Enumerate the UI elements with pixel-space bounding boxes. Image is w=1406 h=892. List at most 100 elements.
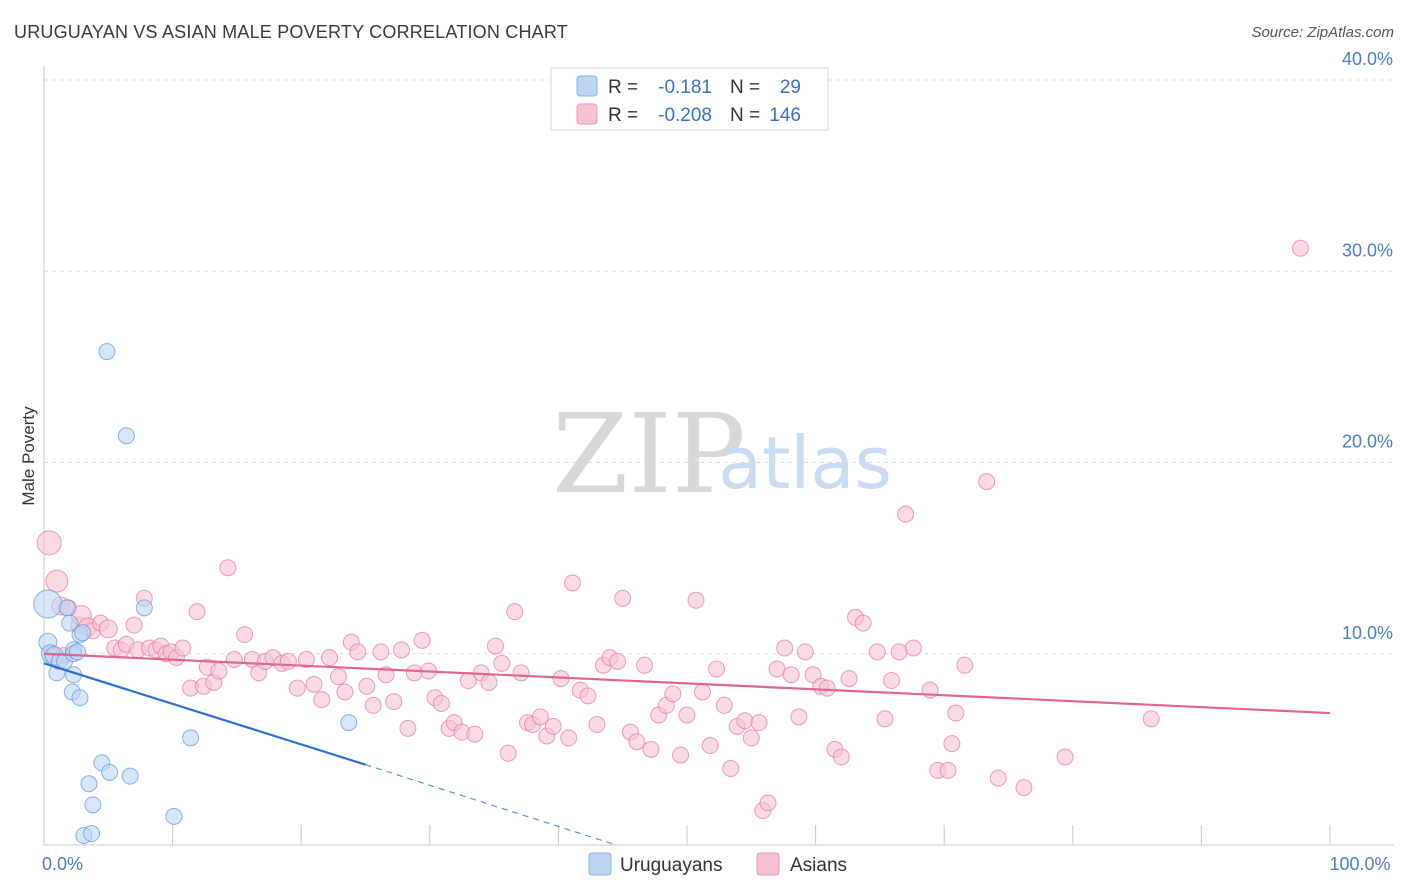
asians-point-116 [832, 748, 850, 766]
asians-point-95 [687, 591, 705, 609]
asians-point-114 [818, 679, 836, 697]
asians-point-85 [614, 589, 632, 607]
legend-n-value-2: 146 [769, 105, 801, 126]
uruguayans-point-0 [33, 589, 63, 619]
asians-point-68 [499, 744, 517, 762]
legend-n-label-2: N = [730, 105, 760, 126]
source-label: Source: ZipAtlas.com [1251, 24, 1394, 41]
asians-point-124 [897, 505, 915, 523]
asians-point-119 [854, 614, 872, 632]
asians-point-39 [297, 650, 315, 668]
asians-point-120 [868, 643, 886, 661]
asians-point-67 [493, 654, 511, 672]
asians-point-0 [36, 530, 62, 556]
asians-point-87 [628, 733, 646, 751]
asians-point-65 [480, 673, 498, 691]
asians-point-94 [678, 706, 696, 724]
bottom-legend-swatch-uruguayans [588, 852, 612, 876]
asians-point-9 [98, 619, 118, 639]
x-tick-label-0: 0.0% [42, 854, 83, 874]
uruguayans-point-22 [101, 763, 119, 781]
uruguayans-trend-line [43, 662, 366, 766]
asians-point-92 [664, 685, 682, 703]
asians-point-37 [279, 652, 297, 670]
uruguayans-point-13 [68, 643, 86, 661]
asians-trend-line [43, 652, 1331, 715]
asians-point-30 [225, 650, 243, 668]
bottom-legend-uruguayans: Uruguayans [620, 855, 722, 876]
x-tick-label-1: 100.0% [1329, 854, 1390, 874]
uruguayans-point-18 [83, 825, 101, 843]
legend-r-label-1: R = [608, 77, 638, 98]
asians-point-49 [372, 643, 390, 661]
asians-point-54 [405, 664, 423, 682]
asians-point-1 [45, 569, 69, 593]
asians-point-80 [579, 687, 597, 705]
asians-point-40 [305, 675, 323, 693]
asians-point-52 [393, 641, 411, 659]
legend-r-label-2: R = [608, 105, 638, 126]
asians-point-125 [904, 639, 922, 657]
asians-point-129 [943, 735, 961, 753]
asians-point-84 [609, 652, 627, 670]
asians-point-104 [750, 714, 768, 732]
asians-point-122 [882, 672, 900, 690]
y-tick-label-0: 10.0% [1342, 623, 1393, 643]
trend-lines [43, 652, 1331, 846]
uruguayans-point-8 [61, 614, 79, 632]
uruguayans-point-26 [135, 599, 153, 617]
asians-point-98 [708, 660, 726, 678]
uruguayans-trend-extension [365, 764, 617, 846]
asians-point-29 [219, 559, 237, 577]
asians-point-13 [125, 616, 143, 634]
asians-point-43 [329, 668, 347, 686]
legend-n-label-1: N = [730, 77, 760, 98]
asians-point-31 [236, 626, 254, 644]
asians-point-103 [742, 729, 760, 747]
legend-r-value-2: -0.208 [658, 105, 712, 126]
asians-point-102 [736, 712, 754, 730]
asians-point-110 [790, 708, 808, 726]
y-tick-label-1: 20.0% [1342, 432, 1393, 452]
asians-point-128 [939, 761, 957, 779]
asians-point-42 [320, 649, 338, 667]
asians-point-51 [385, 693, 403, 711]
asians-point-93 [672, 746, 690, 764]
uruguayans-point-27 [165, 807, 183, 825]
asians-point-70 [512, 664, 530, 682]
legend-r-value-1: -0.181 [658, 77, 712, 98]
asians-point-81 [588, 716, 606, 734]
asians-point-131 [956, 656, 974, 674]
stats-legend: R = -0.181 N = 29 R = -0.208 N = 146 [550, 67, 829, 131]
uruguayans-point-29 [340, 714, 358, 732]
asians-point-53 [399, 719, 417, 737]
asians-point-44 [336, 683, 354, 701]
asians-point-22 [174, 639, 192, 657]
asians-point-88 [636, 656, 654, 674]
asians-point-108 [776, 639, 794, 657]
gridlines [44, 79, 1394, 655]
uruguayans-point-28 [182, 729, 200, 747]
uruguayans-point-7 [58, 599, 76, 617]
asians-point-133 [989, 769, 1007, 787]
axes [43, 66, 1394, 846]
series-legend: Uruguayans Asians [588, 852, 847, 876]
asians-point-100 [722, 760, 740, 777]
asians-point-73 [531, 708, 549, 726]
y-axis-tick-labels: 10.0% 20.0% 30.0% 40.0% [1342, 49, 1393, 643]
asians-point-75 [544, 717, 562, 735]
uruguayans-point-20 [84, 796, 102, 814]
uruguayans-point-15 [74, 624, 92, 642]
asians-point-89 [642, 740, 660, 758]
y-tick-label-3: 40.0% [1342, 49, 1393, 69]
x-axis-ticks: 0.0% 100.0% [42, 825, 1391, 874]
asians-point-28 [210, 662, 228, 680]
asians-point-117 [840, 670, 858, 688]
asians-point-78 [564, 574, 582, 592]
legend-swatch-asians [576, 103, 598, 125]
asians-point-69 [506, 603, 524, 621]
asians-point-46 [349, 643, 367, 661]
asians-point-136 [1142, 710, 1160, 728]
asians-point-106 [759, 794, 777, 812]
asians-point-24 [188, 603, 206, 621]
